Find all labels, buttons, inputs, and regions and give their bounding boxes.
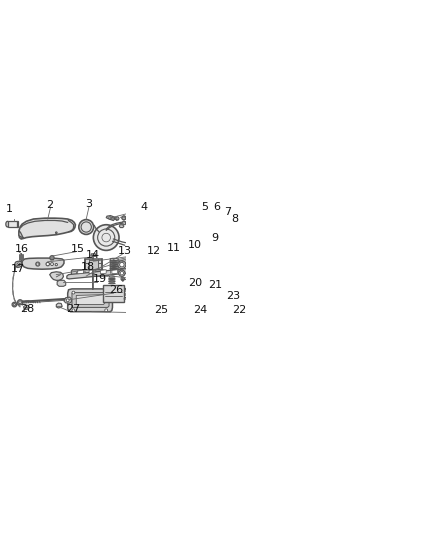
- Polygon shape: [24, 305, 28, 310]
- Circle shape: [98, 272, 100, 274]
- Circle shape: [84, 272, 86, 274]
- Text: 15: 15: [71, 244, 85, 254]
- Polygon shape: [19, 258, 23, 259]
- Circle shape: [46, 262, 49, 266]
- Circle shape: [91, 272, 93, 274]
- Text: 14: 14: [85, 249, 99, 260]
- Text: 7: 7: [224, 207, 231, 216]
- Circle shape: [122, 216, 126, 220]
- Polygon shape: [103, 285, 124, 302]
- Circle shape: [55, 263, 57, 266]
- Polygon shape: [88, 260, 98, 269]
- Text: 5: 5: [201, 202, 208, 212]
- Text: 24: 24: [193, 305, 208, 315]
- Circle shape: [104, 272, 106, 274]
- Circle shape: [118, 261, 126, 269]
- Polygon shape: [76, 295, 105, 304]
- Polygon shape: [91, 254, 96, 256]
- Polygon shape: [89, 270, 95, 274]
- Text: 19: 19: [92, 274, 107, 285]
- Text: 28: 28: [20, 304, 34, 314]
- Polygon shape: [85, 259, 102, 270]
- Circle shape: [12, 302, 17, 307]
- Polygon shape: [22, 258, 64, 269]
- Polygon shape: [112, 270, 117, 274]
- Circle shape: [72, 291, 75, 294]
- Polygon shape: [126, 291, 128, 295]
- Polygon shape: [119, 225, 124, 228]
- Polygon shape: [50, 272, 64, 280]
- Text: 4: 4: [141, 202, 148, 212]
- Circle shape: [105, 291, 108, 294]
- Text: 2: 2: [46, 200, 53, 210]
- Polygon shape: [124, 289, 127, 297]
- Polygon shape: [19, 259, 23, 260]
- Circle shape: [119, 270, 125, 276]
- Circle shape: [51, 263, 53, 265]
- Polygon shape: [106, 216, 115, 221]
- Polygon shape: [100, 270, 106, 274]
- Text: 1: 1: [6, 204, 13, 214]
- Circle shape: [66, 299, 69, 302]
- Text: 27: 27: [67, 304, 81, 314]
- Ellipse shape: [6, 221, 9, 227]
- Polygon shape: [50, 255, 54, 260]
- Polygon shape: [64, 297, 71, 303]
- Circle shape: [77, 272, 79, 274]
- Circle shape: [120, 262, 124, 267]
- Text: 10: 10: [187, 240, 201, 249]
- Text: 22: 22: [232, 305, 246, 315]
- Polygon shape: [78, 270, 83, 274]
- Text: 20: 20: [188, 278, 202, 288]
- Text: 13: 13: [118, 246, 132, 256]
- Polygon shape: [71, 270, 109, 276]
- Text: 25: 25: [154, 305, 168, 315]
- Text: 16: 16: [15, 244, 29, 254]
- Polygon shape: [67, 268, 134, 279]
- Polygon shape: [57, 280, 66, 286]
- Circle shape: [56, 232, 57, 233]
- Polygon shape: [19, 254, 23, 255]
- Text: 21: 21: [208, 280, 222, 290]
- Text: 26: 26: [110, 285, 124, 295]
- Polygon shape: [72, 293, 109, 308]
- Polygon shape: [115, 217, 119, 220]
- Text: 23: 23: [226, 291, 240, 301]
- Text: 3: 3: [85, 199, 92, 209]
- Polygon shape: [123, 221, 126, 225]
- Text: 9: 9: [212, 233, 219, 244]
- Text: 18: 18: [81, 262, 95, 272]
- Text: 17: 17: [11, 264, 25, 274]
- Polygon shape: [19, 255, 23, 256]
- Text: 6: 6: [213, 202, 220, 212]
- Circle shape: [36, 262, 40, 266]
- Polygon shape: [68, 289, 113, 312]
- Polygon shape: [122, 216, 126, 220]
- Polygon shape: [15, 261, 22, 268]
- Polygon shape: [19, 256, 23, 257]
- Circle shape: [72, 309, 75, 312]
- Circle shape: [112, 217, 113, 219]
- Circle shape: [17, 263, 20, 266]
- Circle shape: [120, 271, 124, 275]
- Polygon shape: [7, 221, 18, 227]
- Text: 8: 8: [231, 214, 238, 224]
- Circle shape: [18, 300, 23, 305]
- Circle shape: [109, 217, 111, 219]
- Circle shape: [79, 220, 94, 235]
- Text: 11: 11: [166, 243, 180, 253]
- Circle shape: [121, 277, 124, 280]
- Polygon shape: [113, 287, 126, 299]
- Text: 12: 12: [146, 246, 161, 256]
- Polygon shape: [19, 230, 24, 238]
- Polygon shape: [57, 303, 62, 308]
- Circle shape: [93, 225, 119, 251]
- Circle shape: [105, 309, 108, 312]
- Polygon shape: [19, 218, 75, 239]
